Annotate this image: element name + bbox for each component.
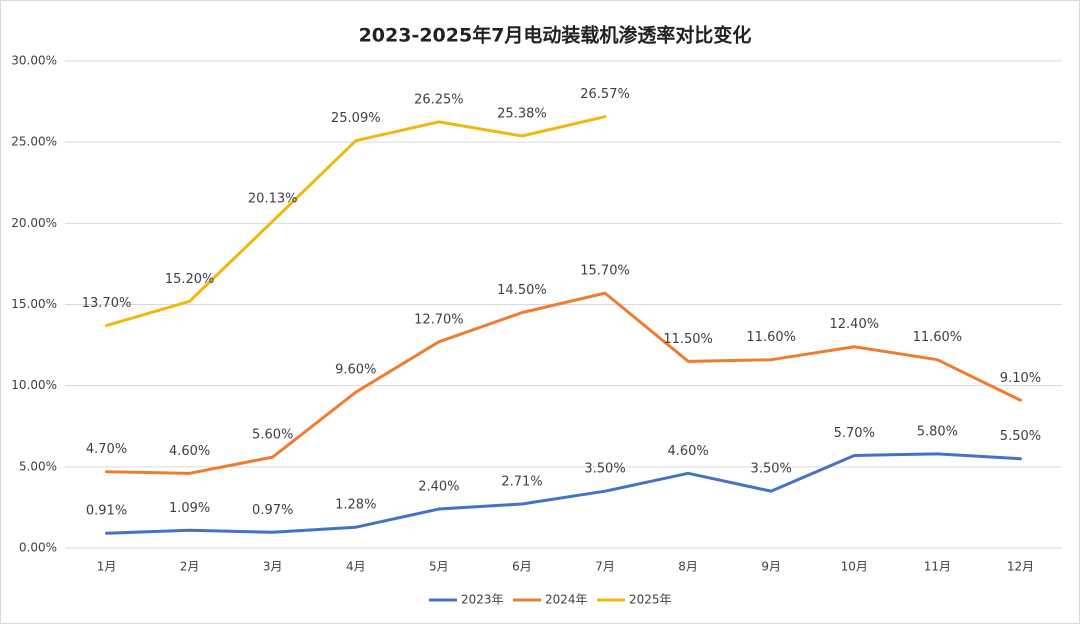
x-tick-label: 2月 bbox=[180, 560, 200, 574]
data-label: 4.60% bbox=[169, 444, 210, 459]
y-tick-label: 10.00% bbox=[11, 378, 57, 392]
data-label: 0.97% bbox=[252, 503, 293, 518]
x-tick-label: 8月 bbox=[678, 560, 698, 574]
data-label: 25.09% bbox=[331, 111, 381, 126]
data-label: 4.60% bbox=[667, 444, 708, 459]
series-line bbox=[105, 291, 1022, 475]
data-label: 20.13% bbox=[248, 192, 298, 207]
y-tick-label: 20.00% bbox=[11, 216, 57, 230]
data-label: 5.60% bbox=[252, 428, 293, 443]
data-label: 4.70% bbox=[86, 442, 127, 457]
data-label: 2.71% bbox=[501, 475, 542, 490]
x-tick-label: 12月 bbox=[1007, 560, 1034, 574]
x-tick-label: 3月 bbox=[263, 560, 283, 574]
y-tick-label: 30.00% bbox=[11, 54, 57, 68]
data-label: 25.38% bbox=[497, 106, 547, 121]
data-label: 3.50% bbox=[751, 462, 792, 477]
data-label: 2.40% bbox=[418, 480, 459, 495]
y-tick-label: 5.00% bbox=[19, 459, 57, 473]
x-tick-label: 11月 bbox=[924, 560, 951, 574]
x-tick-label: 7月 bbox=[595, 560, 615, 574]
data-label: 5.50% bbox=[1000, 429, 1041, 444]
chart-title: 2023-2025年7月电动装载机渗透率对比变化 bbox=[359, 24, 752, 47]
data-label: 1.09% bbox=[169, 501, 210, 516]
data-label: 14.50% bbox=[497, 283, 547, 298]
data-label: 11.60% bbox=[913, 330, 963, 345]
data-label: 26.25% bbox=[414, 92, 464, 107]
data-label: 1.28% bbox=[335, 498, 376, 513]
data-label: 11.60% bbox=[746, 330, 796, 345]
data-label: 12.40% bbox=[830, 317, 880, 332]
data-label: 5.70% bbox=[834, 426, 875, 441]
legend-label: 2023年 bbox=[461, 593, 504, 607]
y-tick-label: 0.00% bbox=[19, 541, 57, 555]
x-tick-label: 4月 bbox=[346, 560, 366, 574]
series-line bbox=[105, 115, 607, 328]
legend-label: 2024年 bbox=[545, 593, 588, 607]
data-label: 13.70% bbox=[82, 296, 132, 311]
y-tick-label: 15.00% bbox=[11, 297, 57, 311]
data-label: 11.50% bbox=[663, 332, 713, 347]
x-tick-label: 9月 bbox=[761, 560, 781, 574]
x-tick-label: 1月 bbox=[97, 560, 117, 574]
x-tick-label: 10月 bbox=[841, 560, 868, 574]
data-label: 15.70% bbox=[580, 264, 630, 279]
data-label: 9.10% bbox=[1000, 371, 1041, 386]
data-label: 3.50% bbox=[584, 462, 625, 477]
series-line bbox=[105, 452, 1022, 535]
data-label: 0.91% bbox=[86, 504, 127, 519]
data-label: 5.80% bbox=[917, 424, 958, 439]
x-tick-label: 6月 bbox=[512, 560, 532, 574]
data-label: 9.60% bbox=[335, 363, 376, 378]
x-tick-label: 5月 bbox=[429, 560, 449, 574]
data-label: 26.57% bbox=[580, 87, 630, 102]
data-label: 12.70% bbox=[414, 312, 464, 327]
data-label: 15.20% bbox=[165, 272, 215, 287]
y-tick-label: 25.00% bbox=[11, 135, 57, 149]
legend-label: 2025年 bbox=[629, 593, 672, 607]
